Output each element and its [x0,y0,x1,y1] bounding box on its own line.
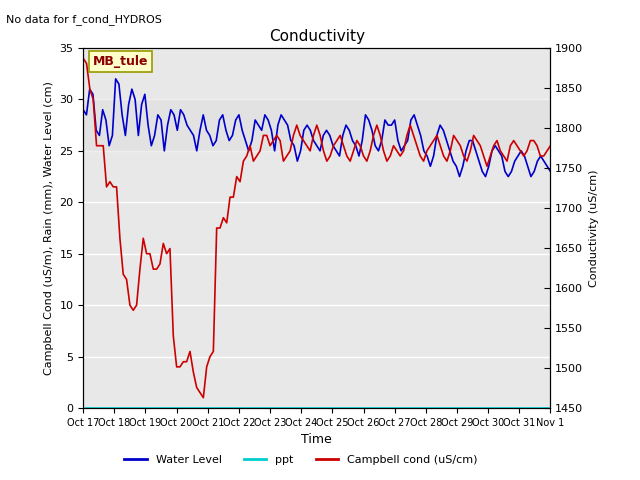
Y-axis label: Campbell Cond (uS/m), Rain (mm), Water Level (cm): Campbell Cond (uS/m), Rain (mm), Water L… [44,81,54,375]
Title: Conductivity: Conductivity [269,29,365,44]
Y-axis label: Conductivity (uS/cm): Conductivity (uS/cm) [589,169,599,287]
Bar [83,99,550,151]
Legend: Water Level, ppt, Campbell cond (uS/cm): Water Level, ppt, Campbell cond (uS/cm) [120,451,481,469]
Text: No data for f_cond_HYDROS: No data for f_cond_HYDROS [6,14,163,25]
Text: MB_tule: MB_tule [93,55,148,68]
X-axis label: Time: Time [301,433,332,446]
